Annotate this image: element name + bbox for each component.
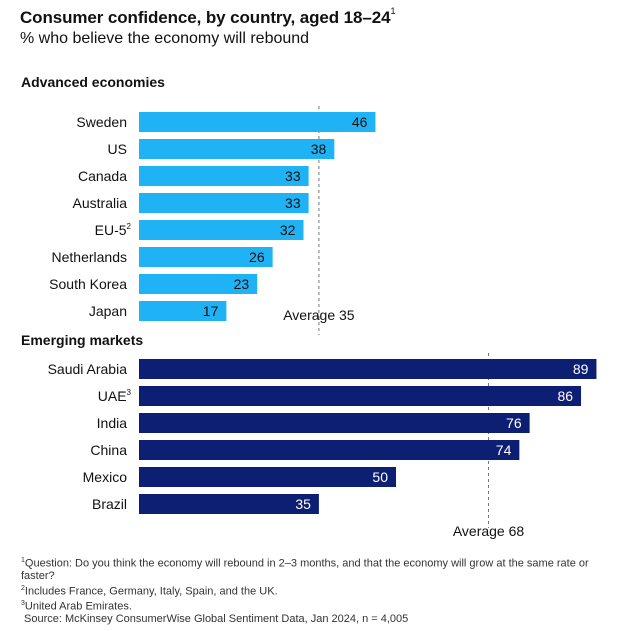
category-label: Sweden — [76, 114, 127, 130]
data-label: 17 — [203, 303, 219, 319]
data-label: 76 — [506, 415, 522, 431]
category-label: South Korea — [49, 276, 127, 292]
data-label: 35 — [295, 496, 311, 512]
data-label: 33 — [285, 168, 301, 184]
data-label: 26 — [249, 249, 265, 265]
bar — [139, 193, 309, 213]
footnote-2: 2Includes France, Germany, Italy, Spain,… — [21, 584, 278, 598]
chart-subtitle: % who believe the economy will rebound — [20, 30, 310, 47]
data-label: 50 — [372, 469, 388, 485]
chart-title: Consumer confidence, by country, aged 18… — [20, 6, 396, 27]
bar — [139, 467, 396, 487]
bar — [139, 386, 582, 406]
bar — [139, 494, 319, 514]
footnotes: 1Question: Do you think the economy will… — [21, 555, 611, 625]
category-label: US — [108, 141, 127, 157]
bar — [139, 112, 376, 132]
bar — [139, 301, 227, 321]
bar-chart: Average 35 46 Sweden 38 US 33 Canada 33 Australi… — [48, 106, 597, 539]
data-label: 89 — [573, 361, 589, 377]
category-label: Australia — [73, 195, 128, 211]
category-label: Netherlands — [52, 249, 128, 265]
bar — [139, 139, 335, 159]
category-label: UAE3 — [98, 388, 132, 404]
category-label: Saudi Arabia — [48, 361, 128, 377]
category-label: Brazil — [92, 496, 127, 512]
data-label: 23 — [234, 276, 250, 292]
data-label: 33 — [285, 195, 301, 211]
data-label: 38 — [311, 141, 327, 157]
data-label: 32 — [280, 222, 296, 238]
section-title-emerging: Emerging markets — [21, 332, 144, 348]
data-label: 74 — [496, 442, 512, 458]
bar — [139, 359, 597, 379]
footnote-3: 3United Arab Emirates. — [21, 599, 132, 613]
category-label: EU-52 — [95, 222, 132, 238]
category-label: Canada — [78, 168, 127, 184]
bar — [139, 440, 520, 460]
average-label: Average 35 — [283, 307, 355, 323]
category-label: Mexico — [83, 469, 128, 485]
data-label: 46 — [352, 114, 368, 130]
category-label: China — [90, 442, 127, 458]
category-label: India — [97, 415, 128, 431]
bar — [139, 274, 258, 294]
footnote-1: 1Question: Do you think the economy will… — [21, 557, 589, 583]
source-note: Source: McKinsey ConsumerWise Global Sen… — [24, 612, 409, 625]
category-label: Japan — [89, 303, 127, 319]
average-label: Average 68 — [453, 523, 525, 539]
data-label: 86 — [557, 388, 573, 404]
bar — [139, 166, 309, 186]
bar — [139, 247, 273, 267]
section-title-advanced: Advanced economies — [21, 74, 165, 90]
bar — [139, 413, 530, 433]
bar — [139, 220, 304, 240]
